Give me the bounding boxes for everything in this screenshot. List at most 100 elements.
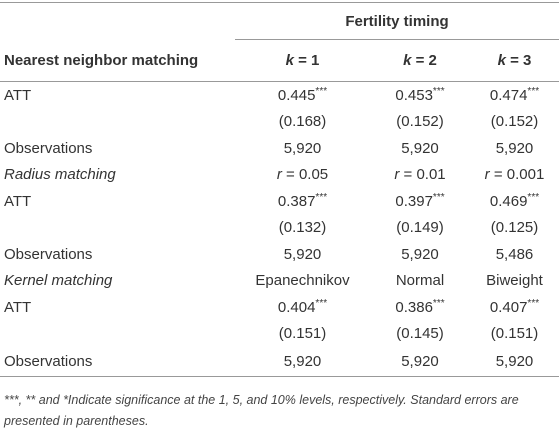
significance: *** xyxy=(315,86,328,98)
row-label: ATT xyxy=(4,86,32,104)
cell-text: 0.397 xyxy=(395,193,433,211)
footnote: ***, ** and *Indicate significance at th… xyxy=(4,393,519,428)
table-cell: 0.404*** xyxy=(235,294,370,321)
math-symbol: r xyxy=(484,166,490,184)
significance: *** xyxy=(527,298,540,310)
table-row: Observations 5,920 5,920 5,486 xyxy=(0,241,559,268)
table-cell: 5,920 xyxy=(470,135,559,162)
results-table: Fertility timing Nearest neighbor matchi… xyxy=(0,2,559,377)
row-label: ATT xyxy=(4,298,32,316)
cell-text: = 2 xyxy=(415,52,437,69)
table-body: Fertility timing Nearest neighbor matchi… xyxy=(0,2,559,377)
cell-text: (0.151) xyxy=(490,325,539,343)
math-symbol: r xyxy=(394,166,400,184)
cell-text: (0.152) xyxy=(396,113,444,131)
table-cell: 0.469*** xyxy=(470,188,559,215)
table-cell: 0.386*** xyxy=(370,294,470,321)
empty-cell xyxy=(0,3,235,40)
cell-text: Epanechnikov xyxy=(255,272,350,290)
row-label: Observations xyxy=(4,139,93,157)
significance: *** xyxy=(527,192,540,204)
table-cell: (0.152) xyxy=(470,109,559,136)
table-cell: 5,920 xyxy=(470,347,559,377)
cell-text: (0.168) xyxy=(278,113,327,131)
significance: *** xyxy=(527,86,540,98)
row-label xyxy=(0,215,235,242)
table-cell: (0.149) xyxy=(370,215,470,242)
cell-text: (0.132) xyxy=(278,219,327,237)
table-row: (0.151) (0.145) (0.151) xyxy=(0,321,559,348)
cell-text: 0.453 xyxy=(395,87,433,105)
significance: *** xyxy=(315,298,328,310)
row-label: Observations xyxy=(4,245,93,263)
significance: *** xyxy=(432,192,445,204)
cell-text: 5,920 xyxy=(401,245,439,263)
table-cell: (0.125) xyxy=(470,215,559,242)
table-row: ATT 0.404*** 0.386*** 0.407*** xyxy=(0,294,559,321)
group-header: Fertility timing xyxy=(235,2,559,40)
cell-text: 0.445 xyxy=(277,87,316,105)
cell-text: 0.407 xyxy=(489,299,528,317)
table-cell: (0.151) xyxy=(235,321,370,348)
table-row: Observations 5,920 5,920 5,920 xyxy=(0,135,559,162)
row-header: Nearest neighbor matching xyxy=(0,39,235,82)
table-cell: 0.453*** xyxy=(370,82,470,109)
significance: *** xyxy=(432,86,445,98)
column-header: k = 1 xyxy=(235,39,370,82)
column-header: k = 2 xyxy=(370,39,470,82)
significance: *** xyxy=(432,298,445,310)
cell-text: 5,486 xyxy=(495,245,534,263)
table-cell: 5,920 xyxy=(235,347,370,377)
cell-text: Biweight xyxy=(486,272,543,290)
table-cell: 0.474*** xyxy=(470,82,559,109)
table-cell: 5,486 xyxy=(470,241,559,268)
cell-text: (0.125) xyxy=(490,219,539,237)
cell-text: 0.474 xyxy=(489,87,528,105)
cell-text: (0.152) xyxy=(490,113,539,131)
cell-text: 5,920 xyxy=(401,353,439,370)
cell-text: = 0.05 xyxy=(286,166,329,184)
math-symbol: k xyxy=(403,52,412,69)
table-row: ATT 0.445*** 0.453*** 0.474*** xyxy=(0,82,559,109)
table-row: Kernel matching Epanechnikov Normal Biweigh… xyxy=(0,268,559,295)
table-cell: 0.387*** xyxy=(235,188,370,215)
table-cell: (0.132) xyxy=(235,215,370,242)
table-cell: 0.445*** xyxy=(235,82,370,109)
cell-text: = 3 xyxy=(510,52,532,69)
cell-text: (0.149) xyxy=(396,219,444,237)
header-row: Fertility timing xyxy=(0,2,559,40)
cell-text: = 0.001 xyxy=(493,166,545,184)
table-row: Radius matching r = 0.05 r = 0.01 r = 0.001 xyxy=(0,162,559,189)
table-cell: r = 0.01 xyxy=(370,162,470,189)
table-cell: (0.168) xyxy=(235,109,370,136)
math-symbol: k xyxy=(497,52,506,69)
cell-text: 5,920 xyxy=(401,139,439,157)
cell-text: 5,920 xyxy=(283,139,322,157)
column-header: k = 3 xyxy=(470,39,559,82)
row-label: ATT xyxy=(4,192,32,210)
row-label: Observations xyxy=(0,347,235,377)
table-cell: (0.145) xyxy=(370,321,470,348)
table-cell: 5,920 xyxy=(370,135,470,162)
row-label xyxy=(0,109,235,136)
row-label: Kernel matching xyxy=(4,272,113,290)
cell-text: (0.151) xyxy=(278,325,327,343)
cell-text: 5,920 xyxy=(283,353,322,370)
table-cell: (0.151) xyxy=(470,321,559,348)
table-cell: 5,920 xyxy=(235,241,370,268)
table-cell: 5,920 xyxy=(370,241,470,268)
cell-text: 5,920 xyxy=(283,245,322,263)
cell-text: 0.469 xyxy=(489,193,528,211)
table-cell: Normal xyxy=(370,268,470,295)
row-label: Radius matching xyxy=(4,166,116,184)
cell-text: 5,920 xyxy=(495,353,534,370)
cell-text: (0.145) xyxy=(396,325,444,343)
significance: *** xyxy=(315,192,328,204)
math-symbol: k xyxy=(285,52,294,69)
row-label xyxy=(0,321,235,348)
table-row: Observations 5,920 5,920 5,920 xyxy=(0,347,559,377)
table-cell: 5,920 xyxy=(235,135,370,162)
table-cell: r = 0.05 xyxy=(235,162,370,189)
